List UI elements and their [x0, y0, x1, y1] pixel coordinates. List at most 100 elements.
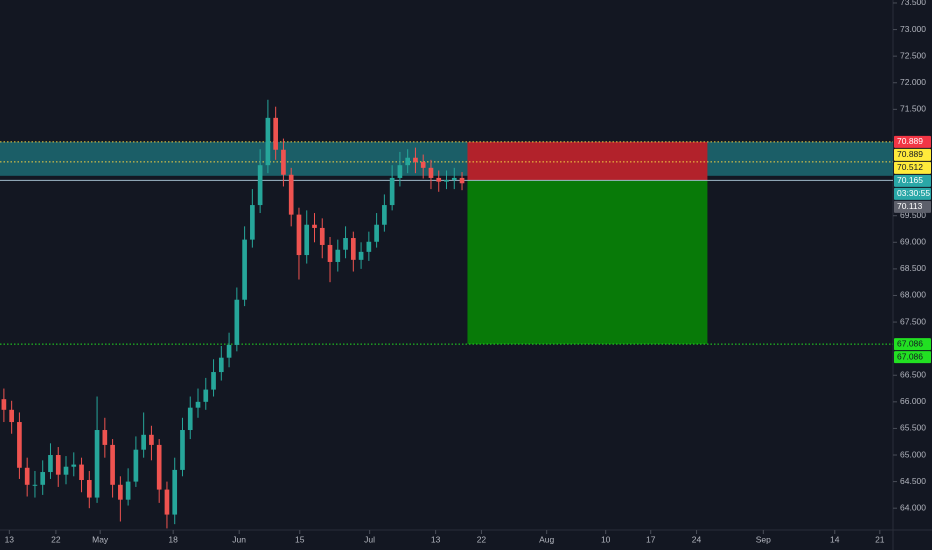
candle-body [55, 455, 61, 475]
x-tick-label: 14 [830, 534, 840, 544]
price-label: 67.086 [897, 338, 923, 348]
candle-body [172, 469, 178, 515]
y-tick-label: 65.000 [900, 449, 926, 459]
y-tick-label: 68.000 [900, 290, 926, 300]
candle-body [343, 238, 348, 250]
candle-body [71, 464, 77, 467]
candle-body [250, 205, 255, 240]
candle-body [335, 249, 341, 262]
y-tick-label: 66.500 [900, 369, 926, 379]
candle-body [304, 224, 310, 256]
x-tick-label: 21 [875, 534, 885, 544]
candle-body [374, 224, 379, 242]
candle-body [94, 430, 100, 498]
x-tick-label: 13 [5, 534, 15, 544]
candle-body [203, 389, 209, 402]
y-tick-label: 72.500 [900, 50, 926, 60]
y-tick-label: 69.500 [900, 210, 926, 220]
candle-body [141, 434, 146, 450]
candle-body [420, 161, 426, 168]
x-tick-label: 22 [51, 534, 61, 544]
y-tick-label: 69.000 [900, 237, 926, 247]
x-tick-label: 22 [477, 534, 487, 544]
price-label-box [894, 351, 931, 364]
x-tick-label: 17 [646, 534, 656, 544]
candle-body [281, 149, 286, 175]
candle-body [118, 484, 123, 500]
candle-body [273, 117, 278, 150]
candle-body [382, 205, 387, 225]
y-tick-label: 72.000 [900, 77, 926, 87]
candle-body [358, 251, 364, 260]
price-label: 03:30:55 [897, 188, 930, 198]
candle-body [79, 464, 84, 481]
candle-body [397, 165, 403, 178]
target-area [467, 180, 708, 345]
candle-body [312, 224, 317, 228]
candle-body [265, 117, 271, 166]
price-label: 70.889 [897, 149, 923, 159]
zone [0, 141, 893, 176]
candle-body [24, 467, 30, 485]
y-tick-label: 73.000 [900, 24, 926, 34]
x-tick-label: 10 [601, 534, 611, 544]
candle-body [436, 177, 442, 182]
y-tick-label: 66.000 [900, 396, 926, 406]
price-label-box [894, 161, 931, 174]
candle-body [125, 481, 131, 500]
y-tick-label: 68.500 [900, 263, 926, 273]
stop-area [467, 141, 708, 181]
candle-body [319, 227, 325, 245]
candle-body [444, 180, 449, 182]
x-tick-label: Jun [232, 534, 246, 544]
candle-body [428, 167, 434, 178]
price-label-box [894, 148, 931, 161]
candle-body [211, 372, 216, 390]
candle-body [156, 444, 162, 490]
candle-body [459, 177, 465, 184]
x-tick-label: 15 [295, 534, 305, 544]
candle-body [17, 422, 22, 468]
candle-body [110, 444, 115, 485]
candle-body [413, 157, 418, 162]
x-tick-label: 18 [168, 534, 178, 544]
candle-body [195, 401, 201, 408]
candle-body [133, 449, 139, 482]
candle-body [405, 157, 411, 166]
price-label: 70.165 [897, 175, 923, 185]
y-tick-label: 67.500 [900, 316, 926, 326]
candle-body [48, 455, 53, 473]
x-tick-label: May [92, 534, 109, 544]
candle-body [180, 430, 185, 470]
candle-body [389, 177, 395, 206]
price-label: 67.086 [897, 351, 923, 361]
x-tick-label: Sep [756, 534, 771, 544]
candle-body [9, 409, 14, 423]
candle-body [164, 489, 170, 515]
y-tick-label: 64.500 [900, 476, 926, 486]
candle-body [350, 238, 356, 260]
x-tick-label: 24 [692, 534, 702, 544]
candle-body [327, 244, 333, 262]
candle-body [242, 239, 247, 300]
candle-body [86, 480, 92, 498]
x-tick-label: 13 [431, 534, 441, 544]
y-tick-label: 73.500 [900, 0, 926, 7]
candle-body [1, 399, 7, 410]
candle-body [218, 357, 224, 373]
y-tick-label: 71.500 [900, 104, 926, 114]
price-label: 70.512 [897, 162, 923, 172]
candle-body [102, 430, 108, 445]
price-label-box [894, 187, 931, 200]
candle-body [257, 165, 263, 206]
candle-body [366, 241, 372, 252]
price-label-box [894, 200, 931, 213]
x-tick-label: Aug [539, 534, 554, 544]
price-label-box [894, 338, 931, 351]
candle-body [296, 214, 302, 256]
x-tick-label: Jul [364, 534, 375, 544]
price-label: 70.113 [897, 201, 923, 211]
candle-body [63, 466, 69, 475]
